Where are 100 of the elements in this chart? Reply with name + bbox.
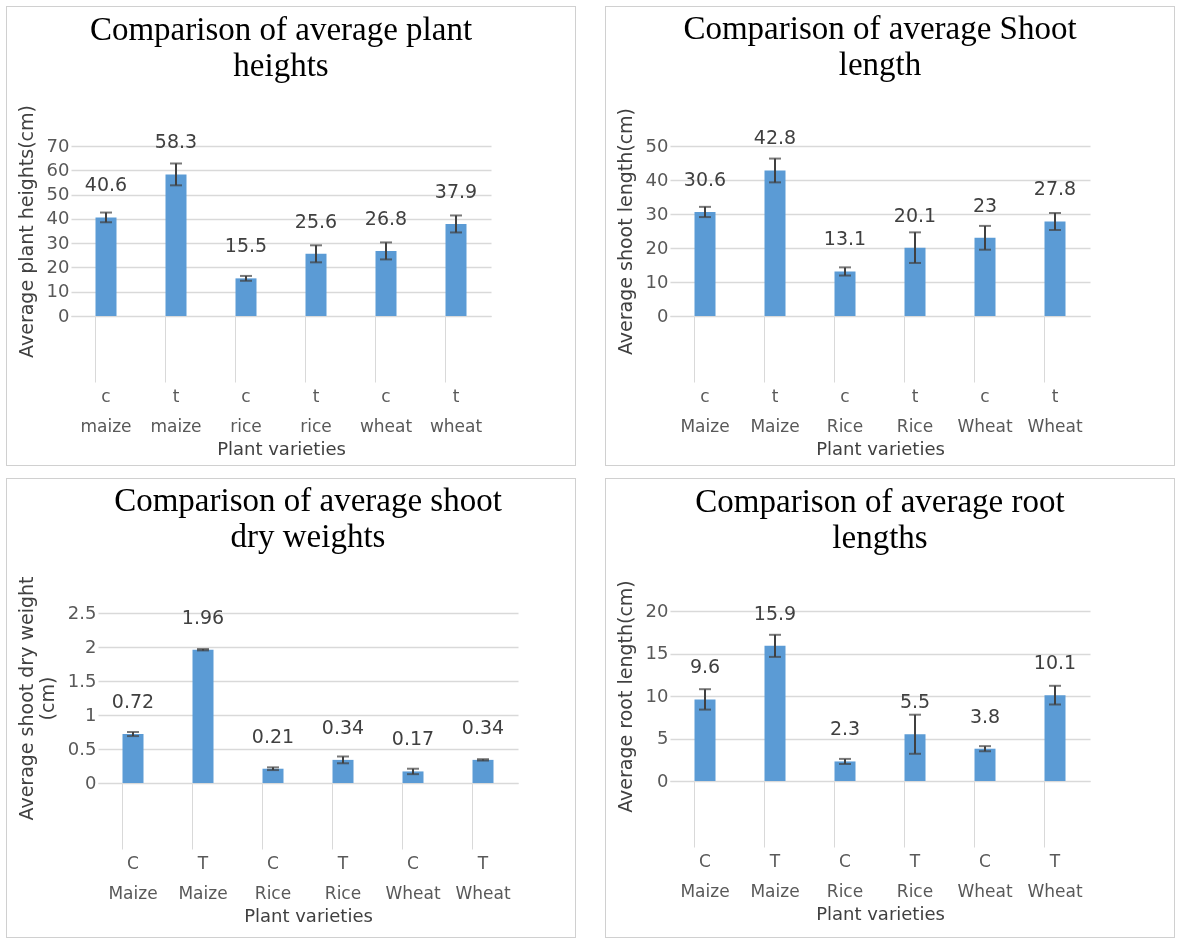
data-label: 3.8 bbox=[969, 704, 1001, 727]
x-tick-label: t wheat bbox=[429, 385, 483, 436]
bar bbox=[192, 649, 214, 783]
chart-title: Comparison of average root lengths bbox=[695, 482, 1065, 555]
y-tick-label: 0 bbox=[657, 769, 669, 791]
y-tick-label: 0 bbox=[85, 771, 97, 793]
data-label: 37.9 bbox=[434, 179, 478, 202]
bar bbox=[165, 174, 187, 316]
x-tick-label: C Maize bbox=[680, 850, 730, 901]
y-tick-label: 40 bbox=[645, 168, 669, 190]
data-label: 0.72 bbox=[111, 690, 155, 713]
x-axis-title: Plant varieties bbox=[244, 904, 373, 926]
data-label: 2.3 bbox=[829, 717, 861, 740]
data-label: 0.21 bbox=[251, 724, 295, 747]
x-tick-label: C Rice bbox=[826, 850, 864, 901]
y-tick-label: 15 bbox=[645, 642, 669, 663]
x-tick-label: T Maize bbox=[750, 850, 800, 901]
x-axis-title: Plant varieties bbox=[217, 437, 346, 459]
x-tick-label: C Wheat bbox=[957, 850, 1013, 901]
data-label: 0.17 bbox=[391, 727, 435, 750]
bar bbox=[694, 211, 716, 316]
x-tick-label: t Maize bbox=[750, 385, 800, 436]
bar bbox=[472, 759, 494, 783]
data-label: 25.6 bbox=[294, 209, 338, 232]
y-tick-label: 2.5 bbox=[67, 601, 97, 623]
data-label: 40.6 bbox=[84, 173, 128, 196]
y-tick-label: 10 bbox=[645, 684, 669, 706]
data-label: 13.1 bbox=[823, 227, 867, 250]
y-axis-title: Average shoot dry weight (cm) bbox=[14, 576, 58, 821]
data-label: 15.9 bbox=[753, 601, 797, 624]
data-label: 1.96 bbox=[181, 605, 225, 628]
bar bbox=[1044, 695, 1066, 781]
y-tick-label: 30 bbox=[645, 202, 669, 224]
x-tick-label: T Rice bbox=[896, 850, 934, 901]
y-tick-label: 50 bbox=[645, 134, 669, 156]
y-tick-label: 5 bbox=[657, 727, 669, 748]
x-axis-title: Plant varieties bbox=[816, 437, 945, 459]
data-label: 5.5 bbox=[899, 690, 931, 713]
x-tick-label: C Rice bbox=[254, 852, 292, 903]
bar bbox=[904, 247, 926, 316]
y-tick-label: 20 bbox=[645, 236, 669, 258]
x-tick-label: c rice bbox=[230, 385, 262, 436]
x-tick-label: c maize bbox=[80, 385, 132, 436]
y-tick-label: 20 bbox=[645, 599, 669, 621]
x-axis-title: Plant varieties bbox=[816, 902, 945, 924]
y-axis-title: Average plant heights(cm) bbox=[14, 105, 37, 358]
x-tick-label: t Rice bbox=[896, 385, 934, 436]
y-tick-label: 60 bbox=[46, 158, 70, 180]
x-tick-label: C Wheat bbox=[385, 852, 441, 903]
x-tick-label: C Maize bbox=[108, 852, 158, 903]
y-axis-title: Average root length(cm) bbox=[613, 580, 636, 813]
chart-title: Comparison of average shoot dry weights bbox=[114, 482, 502, 555]
data-label: 30.6 bbox=[683, 167, 727, 190]
data-label: 42.8 bbox=[753, 126, 797, 149]
data-label: 9.6 bbox=[689, 655, 721, 678]
chart-title: Comparison of average Shoot length bbox=[683, 10, 1077, 83]
y-tick-label: 1.5 bbox=[67, 669, 97, 691]
x-tick-label: T Rice bbox=[324, 852, 362, 903]
x-tick-label: t rice bbox=[300, 385, 332, 436]
bar bbox=[305, 253, 327, 316]
bar bbox=[904, 734, 926, 781]
bar bbox=[95, 217, 117, 316]
x-tick-label: c Rice bbox=[826, 385, 864, 436]
y-tick-label: 0 bbox=[657, 304, 669, 326]
y-tick-label: 40 bbox=[46, 207, 70, 229]
data-label: 0.34 bbox=[461, 715, 505, 738]
y-tick-label: 2 bbox=[85, 635, 97, 657]
y-tick-label: 1 bbox=[85, 703, 97, 725]
y-axis-title: Average shoot length(cm) bbox=[613, 107, 636, 356]
y-tick-label: 10 bbox=[46, 280, 70, 302]
data-label: 15.5 bbox=[224, 234, 268, 257]
data-label: 0.34 bbox=[321, 715, 365, 738]
x-tick-label: c wheat bbox=[359, 385, 413, 436]
x-tick-label: t Wheat bbox=[1027, 385, 1083, 436]
y-tick-label: 30 bbox=[46, 231, 70, 253]
bar bbox=[694, 699, 716, 781]
y-tick-label: 50 bbox=[46, 183, 70, 205]
x-tick-label: c Wheat bbox=[957, 385, 1013, 436]
data-label: 58.3 bbox=[154, 130, 198, 153]
bar bbox=[764, 645, 786, 781]
data-label: 26.8 bbox=[364, 206, 408, 229]
chart-title: Comparison of average plant heights bbox=[89, 10, 473, 83]
x-tick-label: T Wheat bbox=[1027, 850, 1083, 901]
bar bbox=[375, 250, 397, 316]
bar bbox=[974, 237, 996, 316]
x-tick-label: c Maize bbox=[680, 385, 730, 436]
x-tick-label: t maize bbox=[150, 385, 202, 436]
y-tick-label: 20 bbox=[46, 255, 70, 277]
x-tick-label: T Wheat bbox=[455, 852, 511, 903]
data-label: 23 bbox=[972, 193, 998, 216]
y-tick-label: 10 bbox=[645, 270, 669, 292]
bar bbox=[445, 223, 467, 316]
data-label: 27.8 bbox=[1033, 177, 1077, 200]
y-tick-label: 0.5 bbox=[67, 737, 97, 759]
y-tick-label: 0 bbox=[58, 304, 70, 326]
data-label: 10.1 bbox=[1033, 651, 1077, 674]
bar bbox=[262, 768, 284, 783]
data-label: 20.1 bbox=[893, 203, 937, 226]
y-tick-label: 70 bbox=[46, 134, 70, 156]
x-tick-label: T Maize bbox=[178, 852, 228, 903]
